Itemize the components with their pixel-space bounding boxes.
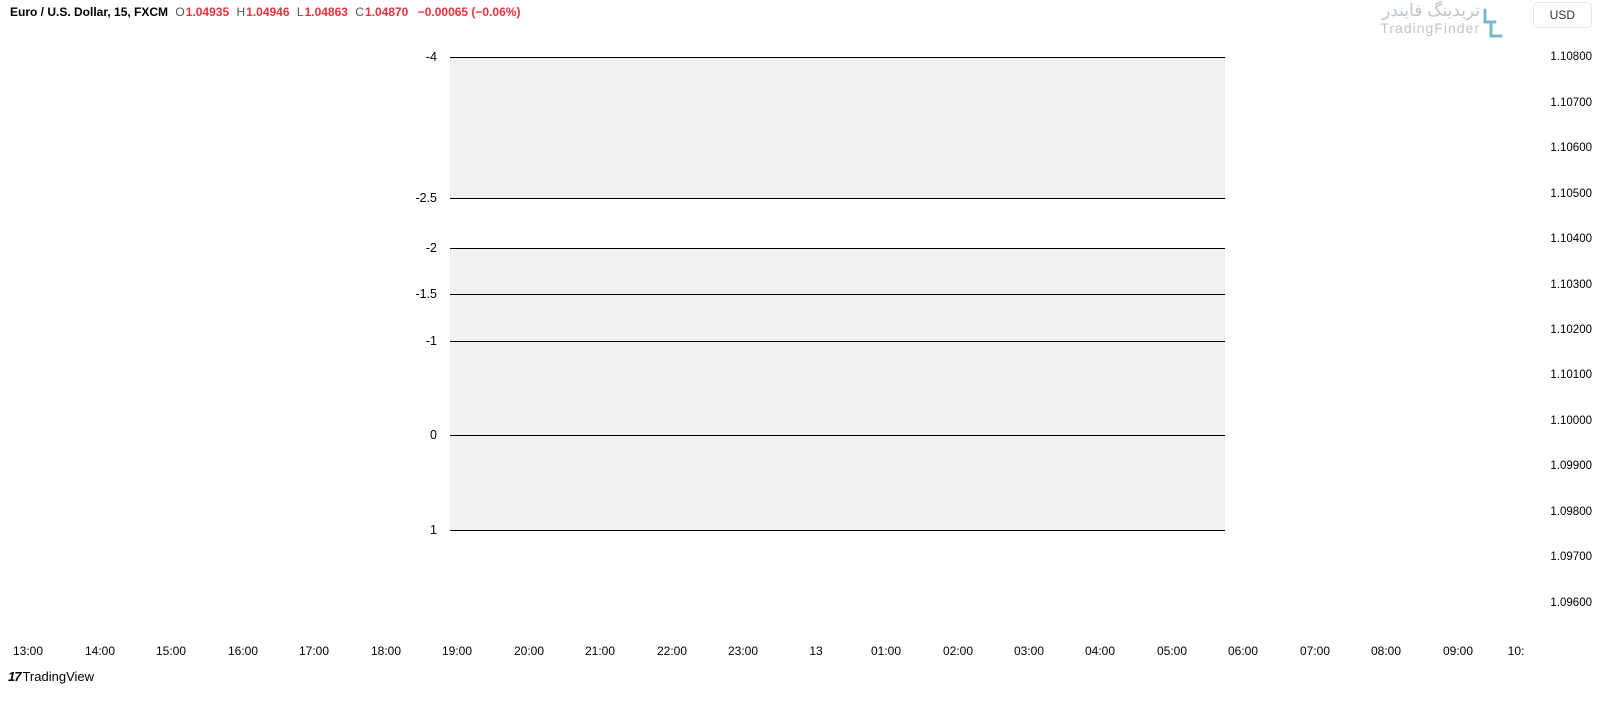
time-tick: 15:00 <box>156 644 186 658</box>
level-label: 1 <box>411 523 437 537</box>
high-value: 1.04946 <box>246 5 289 19</box>
close-label: C <box>355 5 364 19</box>
price-tick: 1.09800 <box>1550 506 1592 518</box>
level-label: -1.5 <box>411 287 437 301</box>
tradingview-logo-icon: 17 <box>8 669 20 684</box>
price-tick: 1.09900 <box>1550 460 1592 472</box>
high-label: H <box>236 5 245 19</box>
low-value: 1.04863 <box>305 5 348 19</box>
watermark-line2: TradingFinder <box>1300 21 1480 36</box>
time-tick: 10: <box>1508 644 1525 658</box>
level-label: 0 <box>411 428 437 442</box>
open-label: O <box>175 5 184 19</box>
price-axis[interactable]: 1.10800 1.10700 1.10600 1.10500 1.10400 1.103… <box>1537 0 1592 640</box>
price-tick: 1.10300 <box>1550 279 1592 291</box>
time-tick: 13:00 <box>13 644 43 658</box>
time-tick: 03:00 <box>1014 644 1044 658</box>
price-tick: 1.09600 <box>1550 597 1592 609</box>
time-axis[interactable]: 13:00 14:00 15:00 16:00 17:00 18:00 19:00 20:00… <box>0 640 1600 664</box>
watermark-icon <box>1483 8 1505 38</box>
time-tick: 20:00 <box>514 644 544 658</box>
time-tick: 19:00 <box>442 644 472 658</box>
level-line <box>450 341 1225 342</box>
time-tick: 06:00 <box>1228 644 1258 658</box>
level-label: -2 <box>411 241 437 255</box>
level-line <box>450 435 1225 436</box>
price-tick: 1.10800 <box>1550 51 1592 63</box>
time-tick: 13 <box>809 644 822 658</box>
watermark-line1: تریدینگ فایندر <box>1300 2 1480 21</box>
low-label: L <box>297 5 304 19</box>
symbol-label: Euro / U.S. Dollar, 15, FXCM <box>10 5 168 19</box>
price-tick: 1.10000 <box>1550 415 1592 427</box>
time-tick: 21:00 <box>585 644 615 658</box>
price-tick: 1.09700 <box>1550 551 1592 563</box>
time-tick: 05:00 <box>1157 644 1187 658</box>
time-tick: 09:00 <box>1443 644 1473 658</box>
ohlc-header: Euro / U.S. Dollar, 15, FXCM O1.04935 H1… <box>10 5 520 19</box>
time-tick: 17:00 <box>299 644 329 658</box>
price-tick: 1.10200 <box>1550 324 1592 336</box>
time-tick: 08:00 <box>1371 644 1401 658</box>
level-line <box>450 57 1225 58</box>
price-tick: 1.10700 <box>1550 97 1592 109</box>
change-value: −0.00065 (−0.06%) <box>418 5 521 19</box>
tradingview-text: TradingView <box>22 669 94 684</box>
level-line <box>450 248 1225 249</box>
level-line <box>450 294 1225 295</box>
time-tick: 04:00 <box>1085 644 1115 658</box>
time-tick: 14:00 <box>85 644 115 658</box>
open-value: 1.04935 <box>186 5 229 19</box>
time-tick: 01:00 <box>871 644 901 658</box>
time-tick: 16:00 <box>228 644 258 658</box>
price-tick: 1.10600 <box>1550 142 1592 154</box>
time-tick: 07:00 <box>1300 644 1330 658</box>
time-tick: 18:00 <box>371 644 401 658</box>
fill-band <box>450 57 1225 198</box>
price-tick: 1.10500 <box>1550 188 1592 200</box>
time-tick: 23:00 <box>728 644 758 658</box>
tradingview-attribution: 17TradingView <box>8 669 94 684</box>
level-label: -2.5 <box>411 191 437 205</box>
chart-container[interactable]: Euro / U.S. Dollar, 15, FXCM O1.04935 H1… <box>0 0 1600 702</box>
close-value: 1.04870 <box>365 5 408 19</box>
level-label: -1 <box>411 334 437 348</box>
time-tick: 22:00 <box>657 644 687 658</box>
levels-layer: -4 -2.5 -2 -1.5 -1 0 1 <box>0 0 1600 702</box>
level-line <box>450 198 1225 199</box>
watermark-logo: تریدینگ فایندر TradingFinder <box>1300 2 1480 36</box>
level-line <box>450 530 1225 531</box>
price-tick: 1.10400 <box>1550 233 1592 245</box>
level-label: -4 <box>411 50 437 64</box>
fill-band <box>450 248 1225 530</box>
price-tick: 1.10100 <box>1550 369 1592 381</box>
time-tick: 02:00 <box>943 644 973 658</box>
